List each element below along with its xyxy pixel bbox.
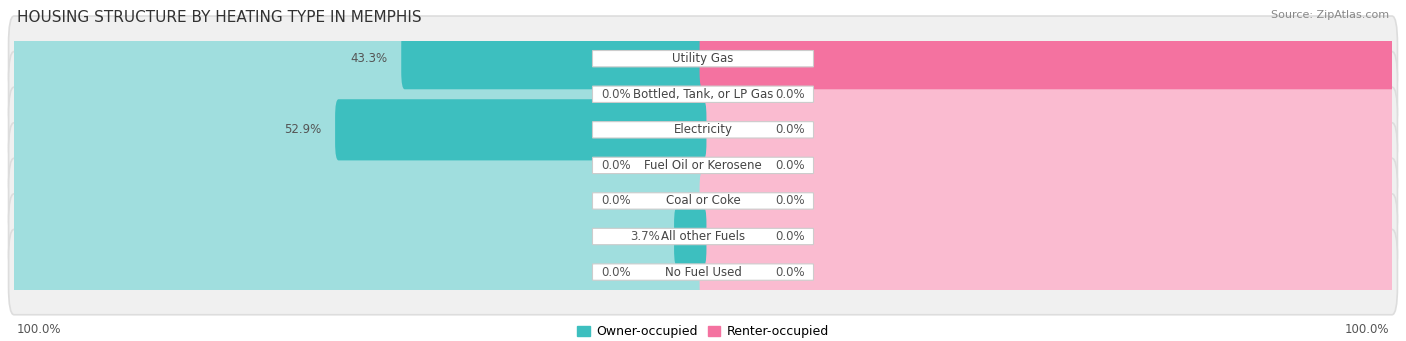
FancyBboxPatch shape	[592, 228, 814, 245]
Text: 0.0%: 0.0%	[775, 88, 806, 101]
Text: No Fuel Used: No Fuel Used	[665, 266, 741, 279]
FancyBboxPatch shape	[401, 28, 706, 89]
FancyBboxPatch shape	[592, 264, 814, 280]
FancyBboxPatch shape	[8, 123, 1398, 208]
FancyBboxPatch shape	[8, 51, 1398, 137]
Text: Coal or Coke: Coal or Coke	[665, 194, 741, 207]
FancyBboxPatch shape	[700, 135, 1395, 196]
FancyBboxPatch shape	[8, 158, 1398, 243]
FancyBboxPatch shape	[11, 206, 706, 267]
Text: 43.3%: 43.3%	[350, 52, 388, 65]
FancyBboxPatch shape	[11, 99, 706, 160]
Text: 100.0%: 100.0%	[1344, 323, 1389, 336]
FancyBboxPatch shape	[592, 50, 814, 67]
Text: 0.0%: 0.0%	[775, 194, 806, 207]
FancyBboxPatch shape	[8, 194, 1398, 279]
FancyBboxPatch shape	[335, 99, 706, 160]
FancyBboxPatch shape	[700, 64, 1395, 125]
Legend: Owner-occupied, Renter-occupied: Owner-occupied, Renter-occupied	[578, 325, 828, 338]
Text: Utility Gas: Utility Gas	[672, 52, 734, 65]
Text: Source: ZipAtlas.com: Source: ZipAtlas.com	[1271, 10, 1389, 20]
Text: Bottled, Tank, or LP Gas: Bottled, Tank, or LP Gas	[633, 88, 773, 101]
FancyBboxPatch shape	[700, 206, 1395, 267]
FancyBboxPatch shape	[700, 99, 1395, 160]
FancyBboxPatch shape	[11, 28, 706, 89]
FancyBboxPatch shape	[700, 28, 1395, 89]
FancyBboxPatch shape	[11, 135, 706, 196]
Text: 0.0%: 0.0%	[775, 230, 806, 243]
Text: 3.7%: 3.7%	[630, 230, 661, 243]
FancyBboxPatch shape	[592, 86, 814, 102]
FancyBboxPatch shape	[592, 157, 814, 174]
FancyBboxPatch shape	[592, 122, 814, 138]
Text: 0.0%: 0.0%	[600, 194, 631, 207]
FancyBboxPatch shape	[673, 206, 706, 267]
FancyBboxPatch shape	[700, 241, 1395, 303]
Text: Electricity: Electricity	[673, 123, 733, 136]
Text: 0.0%: 0.0%	[600, 88, 631, 101]
Text: 0.0%: 0.0%	[600, 266, 631, 279]
Text: All other Fuels: All other Fuels	[661, 230, 745, 243]
Text: 0.0%: 0.0%	[775, 123, 806, 136]
FancyBboxPatch shape	[592, 193, 814, 209]
FancyBboxPatch shape	[8, 87, 1398, 173]
FancyBboxPatch shape	[11, 170, 706, 232]
FancyBboxPatch shape	[700, 170, 1395, 232]
Text: 100.0%: 100.0%	[17, 323, 62, 336]
Text: 0.0%: 0.0%	[600, 159, 631, 172]
Text: Fuel Oil or Kerosene: Fuel Oil or Kerosene	[644, 159, 762, 172]
FancyBboxPatch shape	[8, 229, 1398, 315]
Text: 0.0%: 0.0%	[775, 266, 806, 279]
Text: 0.0%: 0.0%	[775, 159, 806, 172]
Text: HOUSING STRUCTURE BY HEATING TYPE IN MEMPHIS: HOUSING STRUCTURE BY HEATING TYPE IN MEM…	[17, 10, 422, 25]
Text: 52.9%: 52.9%	[284, 123, 322, 136]
FancyBboxPatch shape	[8, 16, 1398, 101]
FancyBboxPatch shape	[700, 28, 1395, 89]
FancyBboxPatch shape	[11, 64, 706, 125]
FancyBboxPatch shape	[11, 241, 706, 303]
